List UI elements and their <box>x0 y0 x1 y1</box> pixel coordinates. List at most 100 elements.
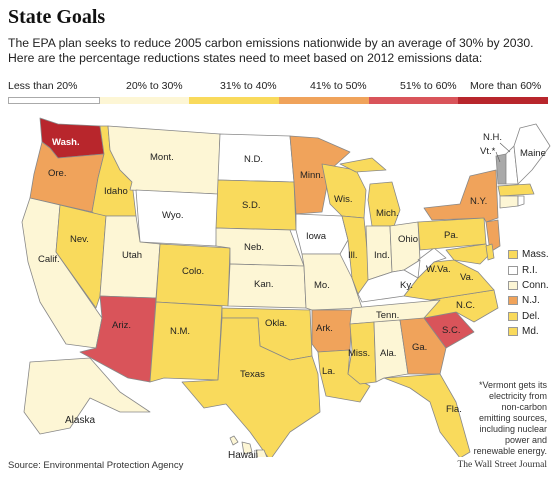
label-ind: Ind. <box>374 250 390 261</box>
state-alaska[interactable] <box>23 357 151 435</box>
note-line: non-carbon <box>501 402 547 412</box>
state-ohio[interactable] <box>389 221 421 273</box>
legend-label-51-60: 51% to 60% <box>400 80 457 92</box>
label-nm: N.M. <box>170 326 190 337</box>
state-minn[interactable] <box>289 135 351 215</box>
note-line: electricity from <box>488 391 547 401</box>
label-ark: Ark. <box>316 323 333 334</box>
credit-text: The Wall Street Journal <box>457 460 547 470</box>
state-mich-up[interactable] <box>339 157 387 173</box>
ne-legend-row: N.J. <box>508 293 549 308</box>
legend-label-lt20: Less than 20% <box>8 80 78 92</box>
ne-legend-row: Conn. <box>508 278 549 293</box>
note-line: renewable energy. <box>473 446 547 456</box>
label-ky: Ky. <box>400 280 413 291</box>
legend-swatch-gt60 <box>458 97 549 104</box>
state-la[interactable] <box>317 349 371 403</box>
label-idaho: Idaho <box>104 186 128 197</box>
label-pa: Pa. <box>444 230 458 241</box>
label-wva: W.Va. <box>426 264 451 275</box>
legend-color-bar <box>8 97 549 104</box>
northeast-legend: Mass. R.I. Conn. N.J. Del. Md. <box>508 247 549 339</box>
ne-label-mass: Mass. <box>522 249 549 261</box>
label-mich: Mich. <box>376 208 399 219</box>
note-line: including nuclear <box>479 424 547 434</box>
state-nm[interactable] <box>149 301 223 383</box>
note-line: emitting sources, <box>478 413 547 423</box>
label-alaska: Alaska <box>65 415 96 426</box>
ne-swatch-md <box>508 327 518 337</box>
state-fla[interactable] <box>383 373 471 457</box>
legend-swatch-41-50 <box>279 97 369 104</box>
label-mont: Mont. <box>150 152 174 163</box>
ne-swatch-ri <box>508 265 518 275</box>
state-hawaii-3[interactable] <box>255 449 268 457</box>
label-ore: Ore. <box>48 168 66 179</box>
legend-label-gt60: More than 60% <box>470 80 542 92</box>
state-nc[interactable] <box>423 289 499 323</box>
state-nj[interactable] <box>485 219 501 253</box>
label-sd: S.D. <box>242 200 260 211</box>
state-ga[interactable] <box>399 317 447 375</box>
state-vt[interactable] <box>495 153 507 185</box>
label-wyo: Wyo. <box>162 210 184 221</box>
label-hawaii: Hawaii <box>228 450 259 461</box>
label-la: La. <box>322 366 335 377</box>
intro-text: The EPA plan seeks to reduce 2005 carbon… <box>8 36 548 66</box>
label-sc: S.C. <box>442 325 460 336</box>
label-okla: Okla. <box>265 318 287 329</box>
source-text: Source: Environmental Protection Agency <box>8 460 184 471</box>
legend-swatch-51-60 <box>368 97 459 104</box>
label-miss: Miss. <box>348 348 370 359</box>
color-legend: Less than 20% 20% to 30% 31% to 40% 41% … <box>8 80 549 104</box>
state-conn[interactable] <box>499 195 519 209</box>
ne-label-del: Del. <box>522 310 540 322</box>
vt-leader-line <box>495 151 501 163</box>
label-maine: Maine <box>520 148 546 159</box>
label-ohio: Ohio <box>398 234 418 245</box>
label-nd: N.D. <box>244 154 263 165</box>
state-mich[interactable] <box>367 181 401 227</box>
state-ny[interactable] <box>423 169 499 223</box>
state-ri[interactable] <box>517 195 525 207</box>
label-iowa: Iowa <box>306 231 327 242</box>
ne-label-conn: Conn. <box>522 279 549 291</box>
state-ala[interactable] <box>373 319 409 383</box>
ne-legend-row: R.I. <box>508 262 549 277</box>
label-ill: Ill. <box>348 250 358 261</box>
label-wis: Wis. <box>334 194 352 205</box>
label-tenn: Tenn. <box>376 310 399 321</box>
legend-label-31-40: 31% to 40% <box>220 80 277 92</box>
state-hawaii-2[interactable] <box>241 441 253 455</box>
label-fla: Fla. <box>446 404 462 415</box>
note-line: power and <box>504 435 547 445</box>
nh-leader-line <box>499 142 511 153</box>
ne-label-md: Md. <box>522 326 539 338</box>
label-colo: Colo. <box>182 266 204 277</box>
state-del[interactable] <box>485 243 495 261</box>
chart-title: State Goals <box>8 6 106 28</box>
label-minn: Minn. <box>300 170 323 181</box>
label-vt: Vt.* <box>480 146 496 157</box>
state-maine[interactable] <box>513 123 551 185</box>
label-calif: Calif. <box>38 254 60 265</box>
label-mo: Mo. <box>314 280 330 291</box>
label-ariz: Ariz. <box>112 320 131 331</box>
legend-label-41-50: 41% to 50% <box>310 80 367 92</box>
state-mo[interactable] <box>301 253 363 311</box>
label-neb: Neb. <box>244 242 264 253</box>
legend-label-20-30: 20% to 30% <box>126 80 183 92</box>
label-utah: Utah <box>122 250 142 261</box>
state-ky[interactable] <box>357 269 419 303</box>
ne-swatch-nj <box>508 296 518 306</box>
state-texas[interactable] <box>181 317 321 457</box>
state-nev[interactable] <box>55 204 107 309</box>
ne-legend-row: Md. <box>508 324 549 339</box>
state-hawaii[interactable] <box>229 435 239 446</box>
ne-label-ri: R.I. <box>522 264 538 276</box>
state-mass[interactable] <box>497 183 535 197</box>
legend-swatch-20-30 <box>99 97 190 104</box>
intro-line-1: The EPA plan seeks to reduce 2005 carbon… <box>8 36 534 50</box>
legend-swatch-31-40 <box>189 97 280 104</box>
state-md[interactable] <box>445 243 491 265</box>
